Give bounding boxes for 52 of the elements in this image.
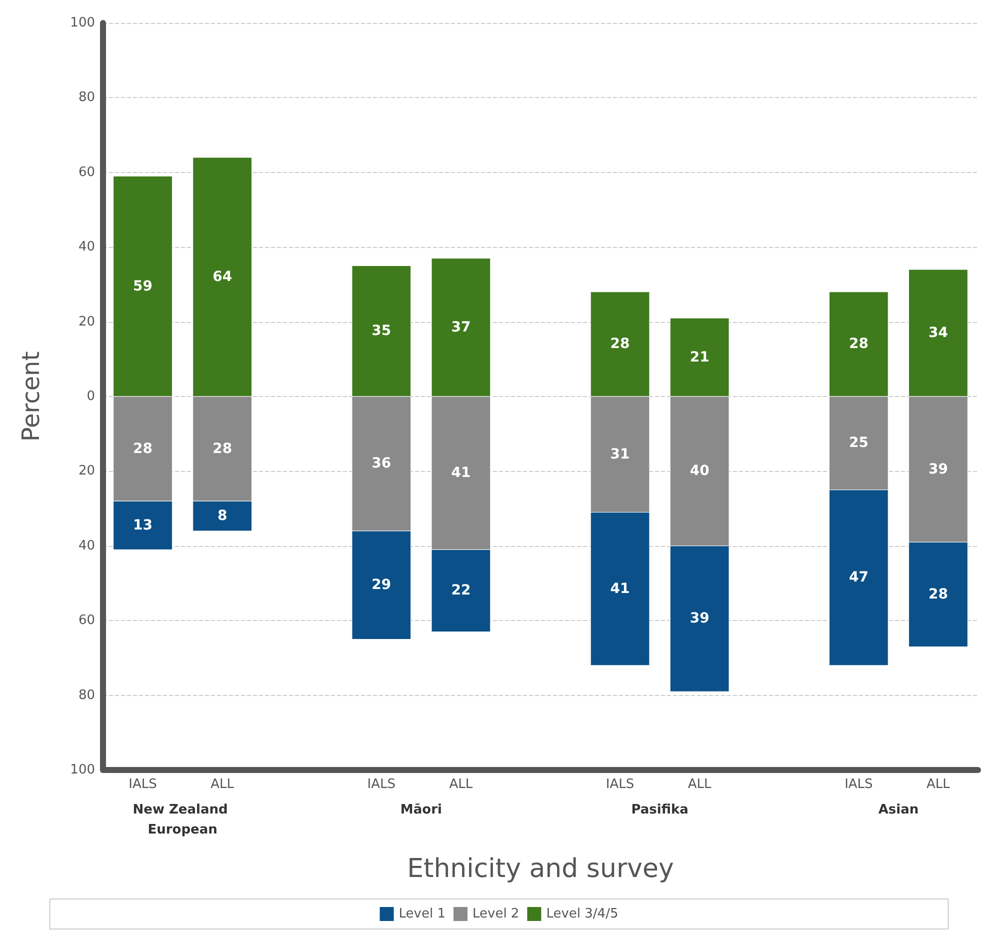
data-label: 28: [133, 440, 153, 457]
data-label: 39: [928, 461, 948, 478]
y-tick-label: 100: [70, 762, 95, 778]
data-label: 13: [133, 517, 153, 534]
data-label: 28: [212, 440, 232, 457]
x-tick-label: IALS: [606, 777, 634, 792]
y-tick-label: 80: [78, 688, 95, 703]
data-label: 64: [212, 268, 232, 285]
data-label: 21: [690, 349, 710, 366]
y-tick-label: 60: [78, 164, 95, 180]
x-tick-label: ALL: [926, 777, 951, 792]
y-tick-label: 20: [78, 314, 95, 330]
text: Māori: [400, 802, 442, 818]
x-tick-label: IALS: [844, 777, 873, 792]
y-tick-label: 100: [70, 16, 95, 30]
text: New Zealand European: [132, 802, 232, 838]
x-axis-title: Ethnicity and survey: [407, 854, 674, 884]
data-label: 35: [372, 323, 392, 340]
text: Pasifika: [631, 802, 688, 818]
data-label: 39: [690, 610, 710, 627]
y-tick-label: 20: [78, 464, 95, 479]
data-label: 40: [690, 463, 710, 480]
data-label: 36: [372, 456, 392, 472]
data-label: 29: [372, 577, 392, 594]
data-label: 41: [451, 465, 471, 482]
data-label: 59: [133, 278, 153, 294]
data-label: 28: [928, 586, 948, 602]
data-label: 31: [610, 446, 630, 462]
x-tick-label: ALL: [688, 777, 712, 792]
data-label: 22: [451, 582, 471, 599]
y-tick-label: 0: [86, 389, 95, 404]
y-axis-title: Percent: [17, 351, 45, 442]
legend-label: Level 3/4/5: [546, 906, 618, 922]
x-tick-label: IALS: [367, 777, 396, 792]
y-tick-label: 40: [78, 240, 95, 255]
legend-label: Level 2: [472, 906, 520, 922]
y-tick-label: 40: [78, 538, 95, 554]
x-tick-label: ALL: [449, 777, 474, 792]
x-tick-label: IALS: [128, 777, 157, 792]
y-tick-label: 60: [78, 613, 95, 628]
data-label: 28: [610, 336, 630, 352]
data-label: 41: [610, 580, 630, 597]
text: Asian: [878, 802, 919, 818]
data-label: 37: [451, 319, 471, 336]
legend-label: Level 1: [398, 906, 446, 922]
y-tick-label: 80: [78, 90, 95, 106]
data-label: 47: [848, 570, 868, 586]
x-tick-label: ALL: [210, 777, 235, 792]
data-label: 25: [848, 435, 868, 452]
data-label: 28: [848, 336, 868, 352]
data-label: 8: [217, 508, 228, 524]
data-label: 34: [928, 325, 948, 342]
